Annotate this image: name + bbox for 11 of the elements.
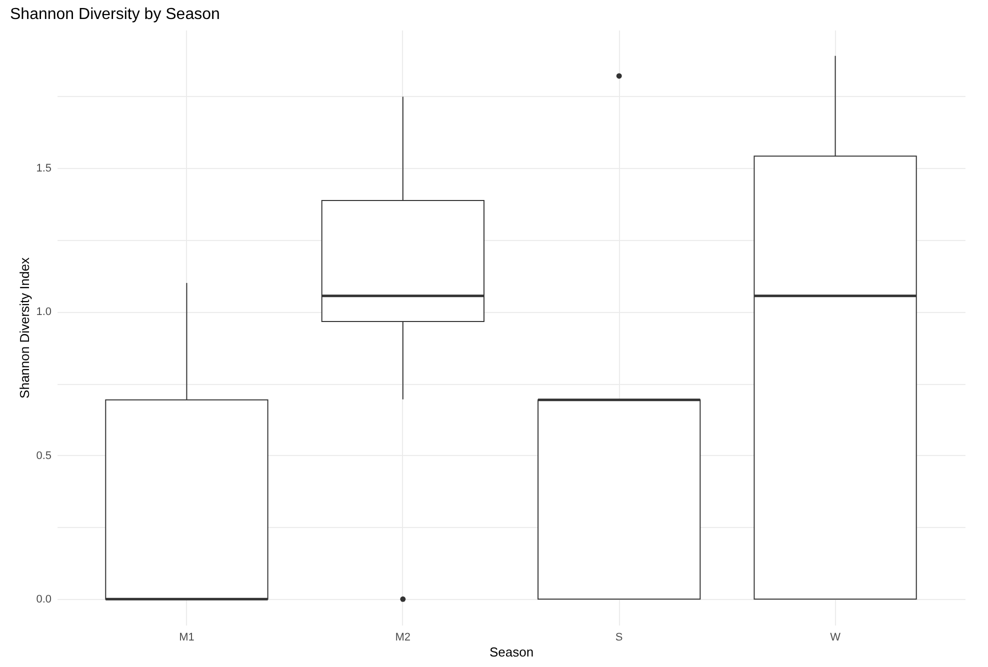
x-tick-label: W — [830, 632, 842, 644]
y-tick-label: 0.5 — [36, 450, 52, 462]
y-tick-label: 1.0 — [36, 306, 52, 318]
x-tick-label: M2 — [395, 632, 411, 644]
chart-title: Shannon Diversity by Season — [10, 6, 220, 23]
y-axis-title: Shannon Diversity Index — [17, 257, 32, 398]
y-tick-label: 1.5 — [36, 162, 52, 174]
y-tick-label: 0.0 — [36, 594, 52, 606]
x-tick-label: M1 — [179, 632, 194, 644]
x-axis-title: Season — [489, 644, 534, 660]
x-tick-label: S — [615, 632, 623, 644]
